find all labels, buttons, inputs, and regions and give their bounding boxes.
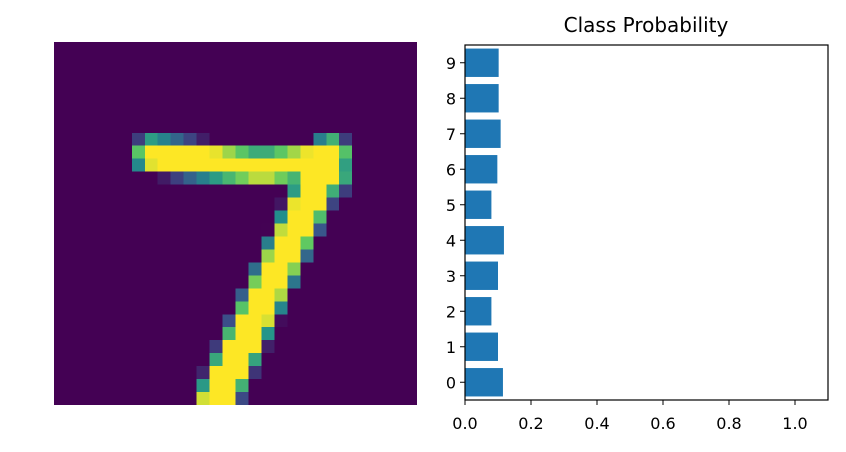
x-tick-label-0.4: 0.4 xyxy=(584,414,609,433)
chart-title: Class Probability xyxy=(564,13,729,37)
y-tick-label-5: 5 xyxy=(446,196,456,215)
bar-class-2 xyxy=(465,297,492,326)
y-tick-label-1: 1 xyxy=(446,338,456,357)
plot-frame xyxy=(464,44,829,401)
bar-class-7 xyxy=(465,119,501,148)
x-tick-label-0.0: 0.0 xyxy=(452,414,477,433)
bar-class-5 xyxy=(465,190,492,219)
digit-seven-image xyxy=(54,42,417,405)
y-tick-label-0: 0 xyxy=(446,373,456,392)
y-axis: 0 1 2 3 4 5 6 7 8 9 xyxy=(446,54,465,392)
y-tick-label-9: 9 xyxy=(446,54,456,73)
bars-group xyxy=(465,48,504,397)
x-axis: 0.0 0.2 0.4 0.6 0.8 1.0 xyxy=(452,400,808,433)
bar-class-1 xyxy=(465,332,498,361)
y-tick-label-4: 4 xyxy=(446,231,456,250)
y-tick-label-7: 7 xyxy=(446,125,456,144)
x-tick-label-0.2: 0.2 xyxy=(518,414,543,433)
bar-class-0 xyxy=(465,368,503,397)
y-tick-label-3: 3 xyxy=(446,267,456,286)
digit-image-panel xyxy=(54,42,417,405)
bar-class-8 xyxy=(465,84,499,113)
bar-class-9 xyxy=(465,48,499,77)
y-tick-label-6: 6 xyxy=(446,160,456,179)
bar-class-3 xyxy=(465,261,498,290)
bar-class-6 xyxy=(465,155,498,184)
y-tick-label-8: 8 xyxy=(446,89,456,108)
y-tick-label-2: 2 xyxy=(446,302,456,321)
x-tick-label-1.0: 1.0 xyxy=(782,414,807,433)
x-tick-label-0.6: 0.6 xyxy=(650,414,675,433)
x-tick-label-0.8: 0.8 xyxy=(716,414,741,433)
bar-class-4 xyxy=(465,226,504,255)
